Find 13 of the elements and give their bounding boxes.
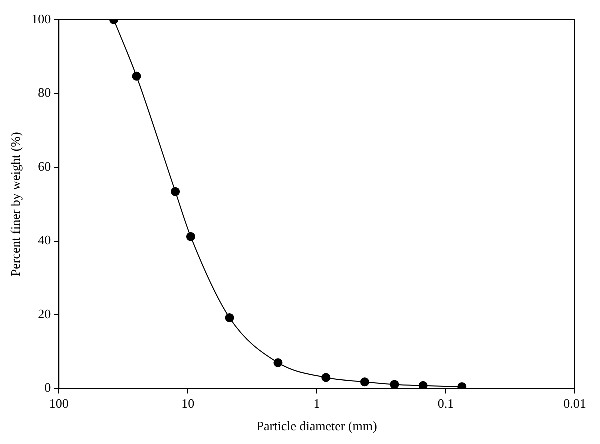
x-axis-title: Particle diameter (mm): [256, 418, 378, 434]
y-tick-label: 60: [38, 158, 52, 174]
x-tick-label: 0.01: [564, 396, 586, 412]
x-tick-label: 10: [182, 396, 195, 412]
y-tick-label: 0: [44, 380, 52, 396]
y-tick-label: 80: [38, 85, 52, 100]
x-tick-label: 0.1: [438, 396, 454, 412]
y-tick-label: 20: [38, 306, 52, 322]
x-tick-label: 1: [314, 396, 320, 412]
y-tick-label: 100: [32, 11, 52, 26]
y-tick-label: 40: [38, 232, 52, 248]
y-axis-title: Percent finer by weight (%): [8, 132, 24, 277]
x-tick-label: 100: [49, 396, 69, 412]
